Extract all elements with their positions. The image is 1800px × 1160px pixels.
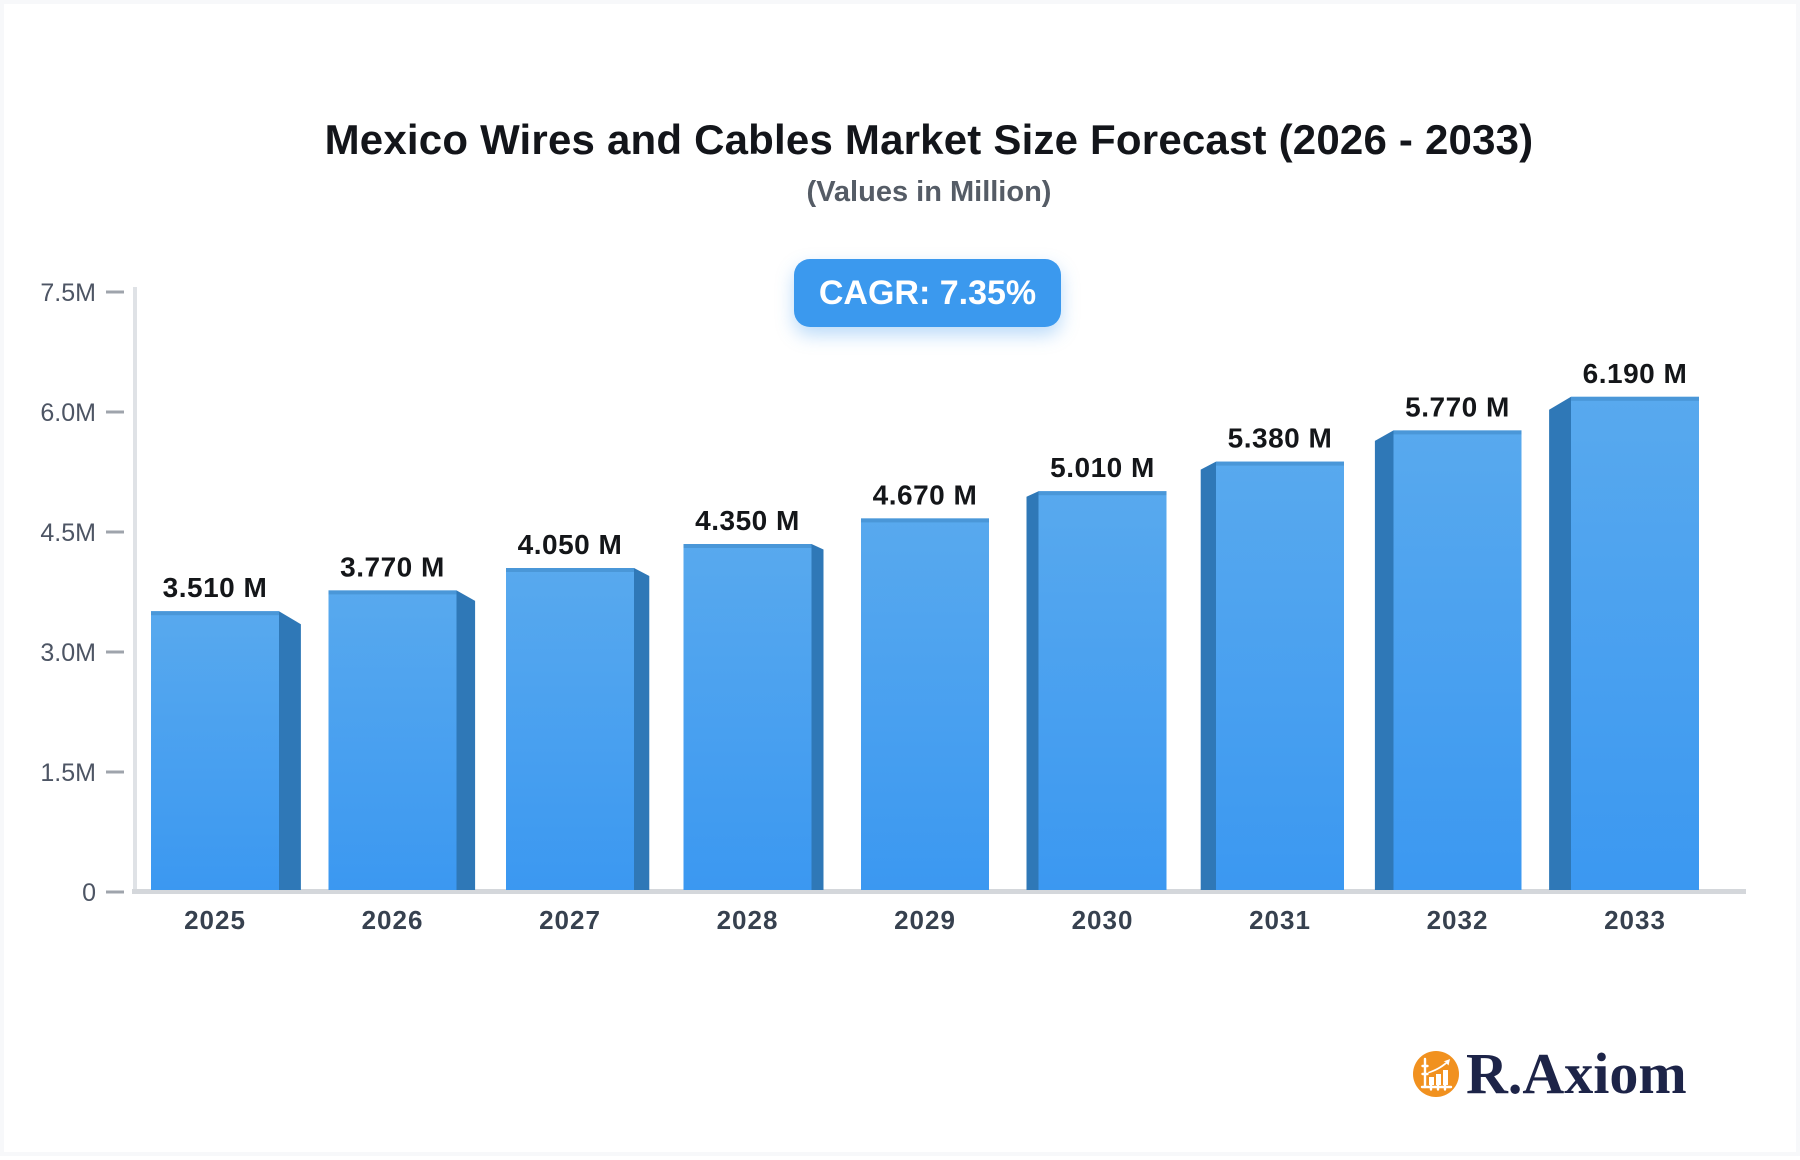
bar-side-face [1549,396,1571,890]
bar-top-cap [151,611,279,616]
y-tick-label: 6.0M [40,399,96,427]
y-tick-label: 1.5M [40,759,96,787]
bar-side-face [1374,430,1394,890]
cagr-badge: CAGR: 7.35% [794,259,1061,327]
y-tick-mark [106,530,124,534]
bar-front-face [1038,491,1167,890]
bar-2032 [1374,430,1522,890]
bar-chart-growth-icon [1413,1051,1459,1097]
bar-2026 [328,590,476,890]
bar-value-label: 5.770 M [1405,391,1510,422]
x-tick-label: 2030 [1072,905,1134,935]
bar-value-label: 5.010 M [1050,452,1155,483]
bar-side-face [1200,461,1216,890]
y-tick-mark [106,290,124,294]
bar-side-face [1026,491,1039,890]
bar-2027 [506,568,650,890]
bar-value-label: 4.050 M [518,529,623,560]
bar-2028 [683,544,824,890]
bar-side-face [456,590,476,890]
y-tick-label: 4.5M [40,519,96,547]
x-tick-label: 2032 [1427,905,1489,935]
bar-2033 [1549,396,1699,890]
x-tick-label: 2025 [184,905,246,935]
x-axis-baseline [132,889,1746,894]
bar-side-face [279,611,301,890]
y-tick-mark [106,890,124,894]
bar-value-label: 6.190 M [1583,358,1688,389]
labels-layer: 3.510 M 2025 3.770 M 2026 4.050 M 2027 4.350 M… [163,358,1688,935]
bar-top-cap [683,544,812,548]
bar-2031 [1200,461,1344,890]
bar-front-face [506,568,634,890]
bar-value-label: 3.770 M [340,551,445,582]
bar-top-cap [861,518,989,523]
bar-front-face [328,590,457,890]
y-tick-label: 3.0M [40,639,96,667]
x-tick-label: 2033 [1604,905,1666,935]
bar-front-face [683,544,812,890]
bar-front-face [861,518,989,890]
y-tick-mark [106,650,124,654]
x-tick-label: 2031 [1249,905,1311,935]
bar-top-cap [1038,491,1167,496]
bar-2025 [151,611,301,890]
bar-2029 [861,518,989,890]
chart-title: Mexico Wires and Cables Market Size Fore… [324,116,1534,163]
bar-2030 [1026,491,1167,890]
x-tick-label: 2028 [717,905,779,935]
bar-top-cap [1571,396,1699,401]
bar-top-cap [328,590,457,595]
x-tick-label: 2029 [894,905,956,935]
y-tick-mark [106,410,124,414]
bar-chart: 7.5M 6.0M 4.5M 3.0M 1.5M 0 3.510 M 2025 3.770 M… [40,279,1746,935]
y-tick-label: 7.5M [40,279,96,307]
bar-side-face [634,568,650,890]
bar-value-label: 3.510 M [163,572,268,603]
y-tick-label: 0 [82,879,96,907]
brand-logo: R.Axiom [1412,1042,1687,1106]
y-axis-line [133,287,137,892]
bar-value-label: 4.350 M [695,505,800,536]
bar-front-face [1571,396,1699,890]
bar-value-label: 5.380 M [1228,423,1333,454]
x-tick-label: 2027 [539,905,601,935]
bar-front-face [151,611,279,890]
bar-top-cap [1393,430,1522,435]
bar-value-label: 4.670 M [873,479,978,510]
bar-top-cap [1216,461,1344,466]
axis-layer: 7.5M 6.0M 4.5M 3.0M 1.5M 0 [40,279,1746,907]
bars-layer [151,396,1699,890]
bar-front-face [1393,430,1522,890]
x-tick-label: 2026 [362,905,424,935]
bar-top-cap [506,568,634,572]
bar-side-face [811,544,824,890]
chart-subtitle: (Values in Million) [806,176,1052,208]
brand-logo-text: R.Axiom [1466,1041,1687,1106]
y-tick-mark [106,770,124,774]
bar-front-face [1216,461,1344,890]
